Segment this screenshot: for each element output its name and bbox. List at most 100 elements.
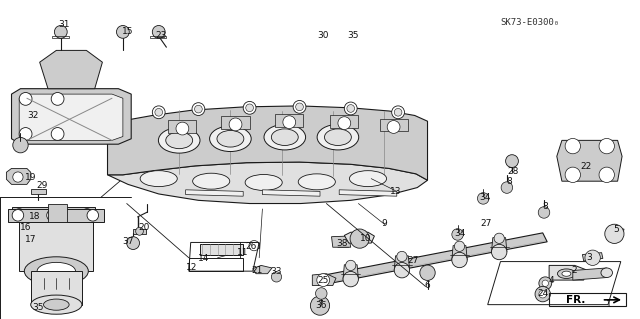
Text: 18: 18 (29, 212, 41, 221)
Circle shape (539, 290, 547, 298)
Circle shape (152, 106, 165, 119)
Text: 28: 28 (508, 167, 519, 176)
Circle shape (501, 182, 513, 193)
Text: 2: 2 (572, 266, 577, 275)
Circle shape (310, 296, 330, 315)
Circle shape (452, 252, 467, 268)
Circle shape (283, 116, 296, 129)
Text: 32: 32 (28, 111, 39, 120)
Polygon shape (48, 204, 67, 222)
Circle shape (347, 105, 355, 112)
Polygon shape (339, 190, 397, 196)
Polygon shape (275, 114, 303, 127)
Text: 30: 30 (317, 31, 329, 40)
Polygon shape (492, 238, 507, 252)
Circle shape (229, 118, 242, 131)
Circle shape (346, 260, 356, 271)
Polygon shape (607, 229, 624, 239)
Text: 27: 27 (407, 256, 419, 265)
Text: 9: 9 (381, 219, 387, 228)
Circle shape (494, 233, 504, 243)
Text: 36: 36 (316, 301, 327, 310)
Polygon shape (6, 168, 31, 184)
Bar (31, 189, 46, 194)
Circle shape (19, 128, 32, 140)
Text: 12: 12 (186, 263, 198, 272)
Circle shape (565, 138, 580, 154)
Polygon shape (582, 253, 603, 261)
Polygon shape (332, 236, 351, 247)
Text: 1: 1 (607, 300, 612, 309)
Text: 16: 16 (20, 223, 31, 232)
Ellipse shape (166, 132, 193, 149)
Polygon shape (262, 190, 320, 196)
Circle shape (420, 265, 435, 280)
Ellipse shape (37, 262, 76, 280)
Text: 35: 35 (33, 303, 44, 312)
Polygon shape (108, 106, 428, 180)
Circle shape (397, 251, 407, 262)
Polygon shape (253, 265, 272, 274)
Text: 21: 21 (252, 266, 263, 275)
Ellipse shape (339, 240, 347, 245)
Text: 34: 34 (479, 193, 491, 202)
Text: 23: 23 (156, 31, 167, 40)
Circle shape (12, 210, 24, 221)
Text: FR.: FR. (566, 295, 586, 305)
Ellipse shape (31, 295, 82, 314)
Text: 10: 10 (360, 234, 372, 243)
Circle shape (394, 263, 410, 278)
Ellipse shape (264, 124, 306, 150)
Text: 29: 29 (36, 181, 47, 190)
Polygon shape (12, 89, 131, 144)
Circle shape (477, 193, 489, 204)
Text: 3: 3 (586, 253, 591, 262)
Ellipse shape (209, 126, 251, 152)
Text: 13: 13 (390, 187, 401, 196)
Circle shape (338, 117, 351, 130)
Polygon shape (330, 115, 358, 128)
Polygon shape (186, 190, 243, 196)
Polygon shape (19, 220, 93, 271)
Polygon shape (344, 232, 374, 243)
Polygon shape (108, 162, 428, 204)
Text: 17: 17 (25, 235, 36, 244)
Circle shape (51, 93, 64, 105)
Circle shape (599, 167, 614, 182)
Circle shape (19, 93, 32, 105)
Circle shape (155, 108, 163, 116)
Polygon shape (557, 140, 622, 181)
Ellipse shape (557, 269, 575, 278)
Polygon shape (573, 268, 607, 280)
Ellipse shape (24, 257, 88, 286)
Circle shape (605, 224, 624, 243)
Circle shape (392, 106, 404, 119)
Circle shape (13, 137, 28, 153)
Text: 8: 8 (506, 177, 511, 186)
Circle shape (51, 128, 64, 140)
Polygon shape (394, 256, 410, 270)
Circle shape (506, 155, 518, 167)
Circle shape (350, 229, 369, 248)
Circle shape (116, 26, 129, 38)
Ellipse shape (159, 128, 200, 153)
Circle shape (192, 103, 205, 115)
Circle shape (599, 138, 614, 154)
Polygon shape (8, 209, 104, 222)
Circle shape (87, 210, 99, 221)
Circle shape (317, 274, 330, 286)
Ellipse shape (317, 124, 359, 150)
Text: 20: 20 (138, 223, 150, 232)
Polygon shape (200, 244, 243, 255)
Circle shape (127, 237, 140, 249)
Polygon shape (221, 116, 250, 129)
Text: 5: 5 (614, 225, 619, 234)
Circle shape (243, 101, 256, 114)
Circle shape (195, 105, 202, 113)
Ellipse shape (298, 174, 335, 190)
Text: 4: 4 (549, 276, 554, 285)
Circle shape (387, 121, 400, 133)
Text: 25: 25 (317, 276, 329, 285)
Text: 8: 8 (543, 202, 548, 211)
Circle shape (54, 26, 67, 38)
